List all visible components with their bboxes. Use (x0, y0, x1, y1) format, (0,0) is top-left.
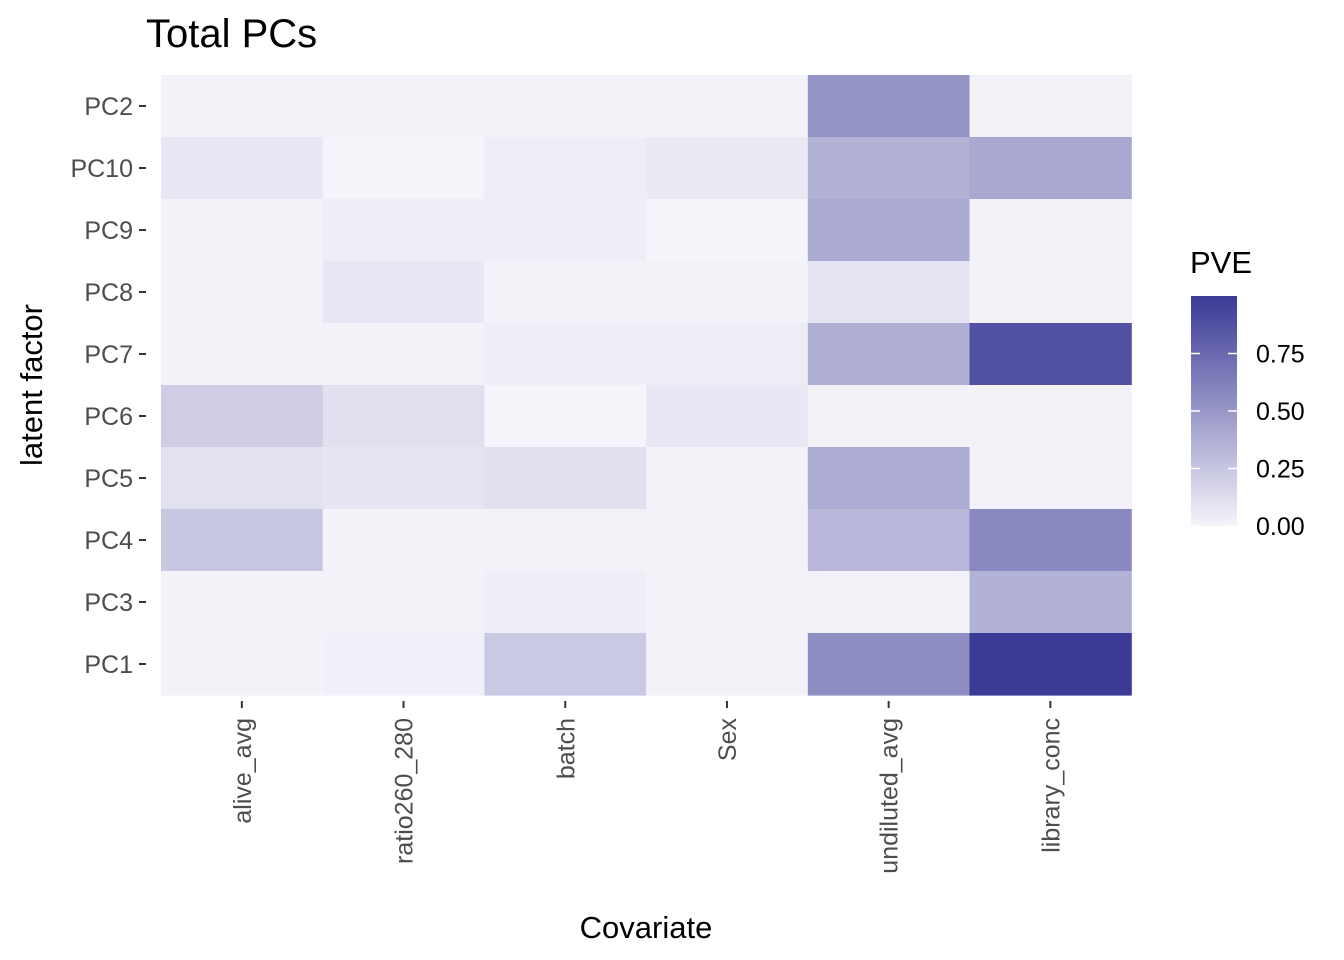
heatmap-cell (969, 323, 1132, 386)
heatmap-cell (646, 571, 809, 634)
heatmap-cell (969, 261, 1132, 324)
heatmap-cell (969, 509, 1132, 572)
heatmap-cell (484, 137, 647, 200)
legend-title: PVE (1190, 245, 1252, 280)
heatmap-cell (807, 447, 971, 510)
heatmap-cell (484, 75, 647, 138)
legend-tick-label: 0.00 (1256, 513, 1305, 541)
heatmap-cell (322, 323, 485, 386)
heatmap-cell (161, 385, 324, 448)
heatmap-cell (807, 633, 971, 696)
heatmap-cell (646, 385, 809, 448)
heatmap-cell (161, 509, 324, 572)
heatmap-cell (807, 137, 971, 200)
heatmap-cell (969, 447, 1132, 510)
heatmap-cell (484, 509, 647, 572)
heatmap-cell (969, 385, 1132, 448)
heatmap-cell (807, 509, 971, 572)
legend-tick-label: 0.75 (1256, 341, 1305, 369)
x-tick-label: Sex (714, 718, 742, 762)
y-axis: PC2 PC10 PC9 PC8 PC7 PC6 PC5 PC4 PC3 PC1 (70, 93, 146, 679)
heatmap-cell (646, 137, 809, 200)
heatmap-cell (161, 571, 324, 634)
heatmap-cell (161, 137, 324, 200)
y-tick-label: PC3 (84, 589, 133, 617)
x-axis: alive_avg ratio260_280 batch Sex undiluted_a… (229, 701, 1065, 874)
heatmap-cell (807, 199, 971, 262)
y-tick-label: PC10 (70, 155, 133, 183)
heatmap-cell (322, 75, 485, 138)
heatmap-cell (969, 633, 1132, 696)
chart-title: Total PCs (146, 12, 317, 56)
heatmap-cell (807, 571, 971, 634)
legend-ticks: 0.00 0.25 0.50 0.75 (1191, 341, 1305, 541)
heatmap-cell (322, 261, 485, 324)
heatmap-cell (969, 571, 1132, 634)
heatmap-cell (484, 199, 647, 262)
x-tick-label: library_conc (1037, 718, 1065, 853)
y-tick-label: PC9 (84, 217, 133, 245)
y-tick-label: PC8 (84, 279, 133, 307)
heatmap-cell (484, 447, 647, 510)
heatmap-cell (484, 385, 647, 448)
x-axis-label: Covariate (580, 910, 713, 945)
heatmap-cell (969, 137, 1132, 200)
heatmap-cells (161, 75, 1132, 696)
heatmap-cell (646, 323, 809, 386)
heatmap-cell (484, 261, 647, 324)
heatmap-cell (646, 447, 809, 510)
heatmap-cell (161, 323, 324, 386)
heatmap-cell (646, 199, 809, 262)
y-tick-label: PC7 (84, 341, 133, 369)
heatmap-cell (484, 571, 647, 634)
heatmap-cell (646, 75, 809, 138)
heatmap-cell (646, 509, 809, 572)
legend-tick-label: 0.25 (1256, 456, 1305, 484)
heatmap-cell (807, 75, 971, 138)
heatmap-cell (161, 261, 324, 324)
heatmap-cell (322, 385, 485, 448)
heatmap-cell (161, 75, 324, 138)
heatmap-cell (322, 447, 485, 510)
heatmap-cell (322, 633, 485, 696)
heatmap-cell (807, 323, 971, 386)
heatmap-cell (646, 261, 809, 324)
heatmap-cell (969, 75, 1132, 138)
x-tick-label: undiluted_avg (876, 718, 904, 874)
heatmap-cell (322, 509, 485, 572)
heatmap-cell (161, 447, 324, 510)
x-tick-label: ratio260_280 (391, 718, 419, 864)
y-tick-label: PC6 (84, 403, 133, 431)
y-axis-label: latent factor (14, 304, 49, 466)
legend: PVE 0.00 0.25 0.50 0.75 (1190, 245, 1305, 541)
heatmap-cell (646, 633, 809, 696)
heatmap-cell (807, 385, 971, 448)
y-tick-label: PC5 (84, 465, 133, 493)
y-tick-label: PC1 (84, 651, 133, 679)
heatmap-cell (484, 633, 647, 696)
y-tick-label: PC2 (84, 93, 133, 121)
legend-tick-label: 0.50 (1256, 398, 1305, 426)
heatmap-cell (807, 261, 971, 324)
x-tick-label: alive_avg (229, 718, 257, 824)
heatmap-cell (322, 571, 485, 634)
heatmap-cell (484, 323, 647, 386)
heatmap-cell (322, 137, 485, 200)
heatmap-cell (969, 199, 1132, 262)
y-tick-label: PC4 (84, 527, 133, 555)
heatmap-cell (161, 633, 324, 696)
x-tick-label: batch (552, 718, 580, 779)
heatmap-cell (322, 199, 485, 262)
heatmap-cell (161, 199, 324, 262)
